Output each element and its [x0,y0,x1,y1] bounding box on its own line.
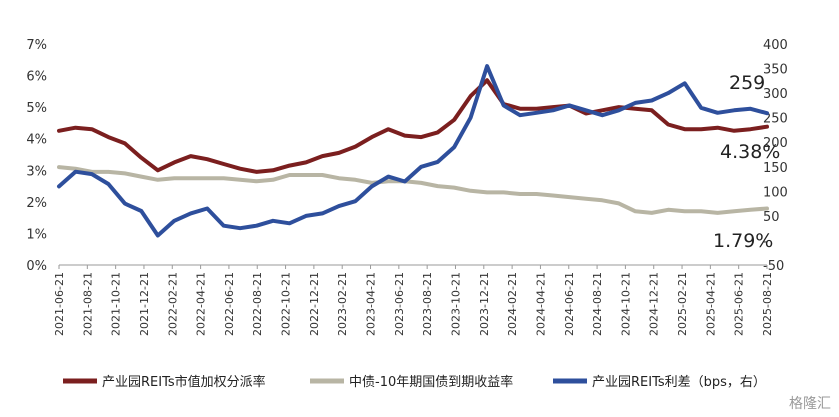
x-tick-label: 2023-06-21 [393,272,406,336]
x-tick-label: 2025-06-21 [733,272,746,336]
series-line-2 [57,64,769,238]
y-left-tick-label: 3% [26,164,47,179]
x-tick-label: 2024-10-21 [619,272,632,336]
y-right-tick-label: 250 [763,112,788,127]
y-left-tick-label: 2% [26,196,47,211]
y-right-tick-label: 150 [763,161,788,176]
legend-label: 产业园REITs市值加权分派率 [102,374,266,390]
y-left-tick-label: 4% [26,133,47,148]
y-left-tick-label: 1% [26,227,47,242]
x-tick-label: 2022-12-21 [308,272,321,336]
x-tick-label: 2025-08-21 [761,272,774,336]
x-tick-label: 2022-04-21 [195,272,208,336]
y-left-tick-label: 5% [26,101,47,116]
legend: 产业园REITs市值加权分派率 中债-10年期国债到期收益率 产业园REITs利差（… [63,374,766,390]
x-tick-label: 2023-08-21 [421,272,434,336]
y-right-tick-label: -50 [763,259,784,274]
yield-end-label: 4.38% [720,141,780,163]
y-left-ticks: 0% 1% 2% 3% 4% 5% 6% 7% [26,38,47,274]
x-tick-label: 2024-02-21 [506,272,519,336]
y-left-tick-label: 0% [26,259,47,274]
x-tick-label: 2025-02-21 [676,272,689,336]
x-tick-label: 2024-06-21 [563,272,576,336]
x-tick-label: 2023-02-21 [336,272,349,336]
x-tick-label: 2024-04-21 [534,272,547,336]
y-right-tick-label: 50 [763,210,780,225]
y-right-tick-label: 300 [763,87,788,102]
y-right-tick-label: 100 [763,185,788,200]
x-tick-label: 2022-10-21 [280,272,293,336]
y-left-tick-label: 7% [26,38,47,53]
legend-label: 中债-10年期国债到期收益率 [349,374,513,390]
x-tick-label: 2023-10-21 [449,272,462,336]
legend-label: 产业园REITs利差（bps，右） [592,375,766,390]
y-left-tick-label: 6% [26,70,47,85]
x-tick-label: 2025-04-21 [704,272,717,336]
y-right-tick-label: 350 [763,63,788,78]
x-tick-label: 2021-06-21 [53,272,66,336]
x-tick-label: 2023-04-21 [365,272,378,336]
x-tick-label: 2024-12-21 [648,272,661,336]
bond-end-label: 1.79% [713,230,773,252]
series-lines [57,64,769,238]
x-ticks: 2021-06-21 2021-08-21 2021-10-21 2021-12-21… [53,265,774,336]
x-tick-label: 2021-08-21 [81,272,94,336]
x-tick-label: 2021-10-21 [110,272,123,336]
series-line-1 [57,165,769,215]
x-tick-label: 2022-02-21 [166,272,179,336]
x-tick-label: 2022-08-21 [251,272,264,336]
y-right-tick-label: 400 [763,38,788,53]
x-tick-label: 2024-08-21 [591,272,604,336]
y-right-tick-label: - [763,234,768,249]
spread-end-label: 259 [729,72,765,94]
x-tick-label: 2022-06-21 [223,272,236,336]
x-tick-label: 2023-12-21 [478,272,491,336]
y-right-tick-label: 200 [763,136,788,151]
watermark-logo: 格隆汇 [789,396,831,412]
x-tick-label: 2021-12-21 [138,272,151,336]
series-line-0 [57,78,769,174]
